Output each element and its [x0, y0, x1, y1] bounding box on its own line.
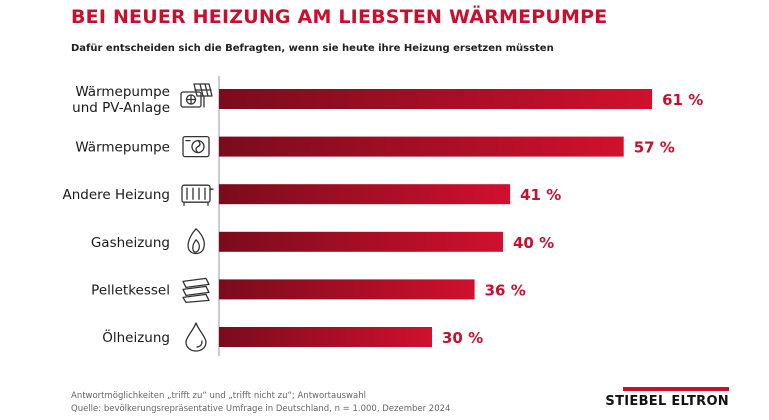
gas-flame-icon: [187, 228, 205, 255]
heat-pump-pv-icon: [180, 83, 213, 108]
value-label: 61 %: [662, 91, 703, 109]
bar: [219, 279, 475, 300]
logo-accent-bar: [623, 387, 729, 391]
value-label: 36 %: [485, 281, 526, 299]
bar: [219, 136, 624, 157]
chart-row: Ölheizung 30 %: [102, 322, 483, 352]
bar-chart: Wärmepumpe und PV-Anlage 61 % Wärmepumpe 57 …: [63, 76, 703, 356]
chart-row: Gasheizung 40 %: [91, 228, 554, 255]
chart-row: Wärmepumpe 57 %: [75, 135, 675, 158]
bar: [219, 89, 653, 109]
bar: [219, 327, 432, 347]
category-label: Gasheizung: [91, 235, 170, 251]
category-label: Pelletkessel: [91, 282, 170, 298]
value-label: 30 %: [442, 329, 483, 347]
value-label: 40 %: [513, 234, 554, 252]
chart-row: Pelletkessel 36 %: [91, 277, 526, 304]
pellet-icon: [182, 277, 210, 304]
category-label: Wärmepumpe und PV-Anlage: [72, 84, 170, 116]
heat-pump-icon: [182, 135, 210, 158]
chart-title: BEI NEUER HEIZUNG AM LIEBSTEN WÄRMEPUMPE: [71, 6, 608, 28]
category-label: Wärmepumpe: [75, 140, 170, 156]
radiator-icon: [181, 184, 214, 206]
category-label: Ölheizung: [102, 328, 170, 346]
chart-subtitle: Dafür entscheiden sich die Befragten, we…: [71, 43, 554, 54]
footnote-answer-options: Antwortmöglichkeiten „trifft zu“ und „tr…: [71, 391, 366, 401]
stiebel-eltron-logo: STIEBEL ELTRON: [605, 394, 729, 409]
value-label: 41 %: [520, 186, 561, 204]
chart-row: Andere Heizung 41 %: [63, 184, 561, 206]
bar: [219, 184, 511, 205]
value-label: 57 %: [634, 139, 675, 157]
category-label: Andere Heizung: [63, 187, 171, 203]
footnote-source: Quelle: bevölkerungsrepräsentative Umfra…: [71, 404, 451, 414]
bar: [219, 231, 503, 252]
chart-row: Wärmepumpe und PV-Anlage 61 %: [72, 83, 703, 116]
oil-drop-icon: [185, 322, 207, 352]
